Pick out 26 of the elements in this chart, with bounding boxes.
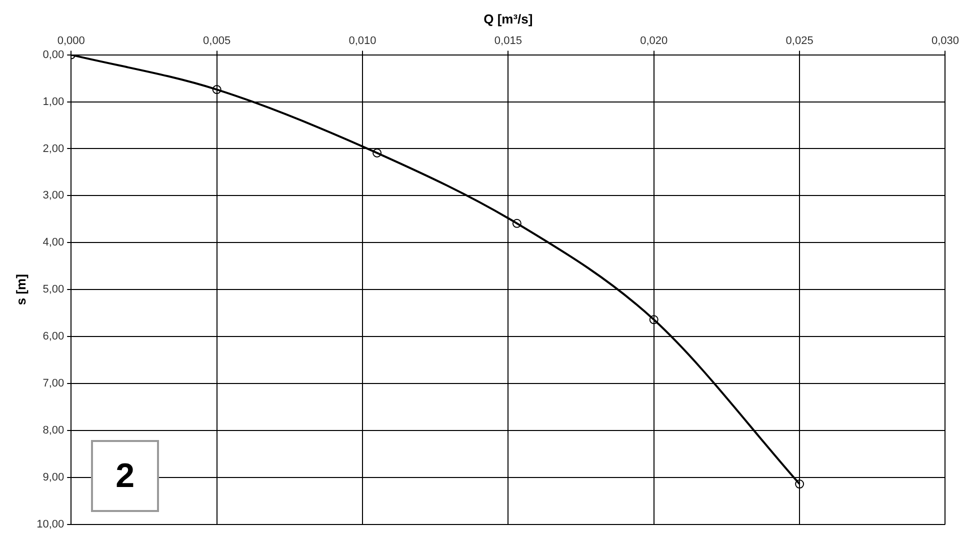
point: [212, 85, 222, 94]
y-tick-label: 1,00: [42, 96, 64, 108]
point: [795, 480, 804, 489]
y-tick-label: 5,00: [42, 284, 64, 296]
x-tick-label: 0,015: [494, 35, 522, 48]
y-tick-label: 7,00: [42, 378, 64, 390]
point: [372, 148, 382, 158]
y-tick-label: 8,00: [42, 424, 64, 437]
y-tick-label: 2,00: [42, 142, 64, 155]
y-tick-label: 0,00: [42, 48, 64, 61]
y-tick-label: 4,00: [42, 236, 64, 249]
y-tick-label: 10,00: [36, 518, 64, 530]
x-tick-label: 0,030: [931, 35, 959, 48]
point: [649, 315, 658, 324]
x-tick-label: 0,025: [786, 35, 814, 48]
annotation: 2: [91, 440, 160, 512]
point: [512, 218, 522, 228]
x-axis-title: Q [m³/s]: [484, 11, 533, 26]
y-tick-label: 9,00: [42, 471, 64, 484]
x-tick-label: 0,020: [640, 35, 668, 48]
y-tick-label: 6,00: [42, 330, 64, 343]
x-tick-label: 0,000: [57, 35, 85, 48]
x-tick-label: 0,005: [203, 35, 231, 48]
x-tick-label: 0,010: [348, 35, 376, 48]
y-tick-label: 3,00: [42, 190, 64, 202]
y-axis-title: s [m]: [13, 274, 28, 306]
